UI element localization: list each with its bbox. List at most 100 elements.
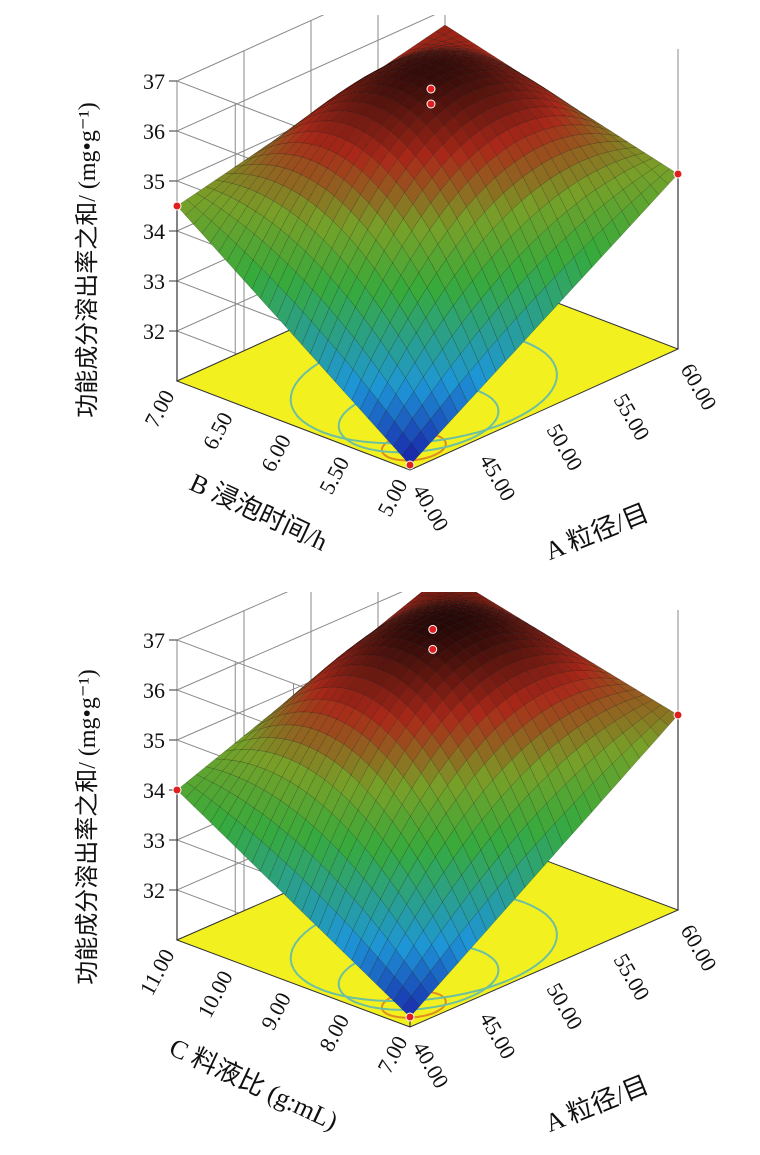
surface-cell xyxy=(346,637,365,651)
surface-cell xyxy=(276,711,296,726)
surface-cell xyxy=(576,741,595,767)
surface-cell xyxy=(370,71,389,80)
surface-cell xyxy=(382,262,402,293)
surface-cell xyxy=(384,613,404,624)
y-tick-label: 8.00 xyxy=(314,1010,354,1056)
surface-cell xyxy=(395,623,416,632)
surface-cell xyxy=(376,410,395,438)
surface-cell xyxy=(383,615,402,625)
surface-cell xyxy=(408,54,427,59)
surface-cell xyxy=(496,148,515,170)
z-axis-ticks: 32 33 34 35 36 37 xyxy=(143,628,177,903)
design-point xyxy=(428,624,438,634)
surface-plot-1: 32 33 34 35 36 37 40.00 45.00 50.00 55.00 60.00 5.0… xyxy=(0,15,760,575)
surface-cell xyxy=(305,678,325,693)
surface-cell xyxy=(276,142,296,155)
surface-cell xyxy=(559,713,579,735)
surface-cell xyxy=(471,113,490,131)
surface-cell xyxy=(193,793,212,815)
surface-cell xyxy=(243,259,262,290)
surface-cell xyxy=(414,347,434,378)
surface-cell xyxy=(429,771,448,800)
surface-cell xyxy=(483,84,503,96)
design-point xyxy=(428,644,438,654)
surface-cell xyxy=(615,157,635,173)
surface-cell xyxy=(549,719,569,742)
surface-cell xyxy=(211,786,230,808)
surface-cell xyxy=(386,181,405,208)
z-tick-label: 32 xyxy=(143,319,165,344)
surface-cell xyxy=(318,339,337,373)
surface-cell xyxy=(417,287,436,318)
surface-cell xyxy=(318,903,337,937)
surface-cell xyxy=(382,617,401,627)
surface-plot-2-svg: 32 33 34 35 36 37 40.00 45.00 50.00 55.00 60.00 7.0… xyxy=(74,592,722,1138)
surface-cell xyxy=(401,442,420,466)
y-axis-label: B 浸泡时间/h xyxy=(185,468,331,557)
surface-cell xyxy=(405,48,424,55)
surface-cell xyxy=(429,216,448,245)
z-tick-label: 34 xyxy=(143,778,165,803)
x-tick-label: 50.00 xyxy=(542,979,588,1034)
surface-cell xyxy=(553,125,573,139)
surface-cell xyxy=(369,164,389,188)
y-tick-label: 9.00 xyxy=(256,988,296,1034)
surface-cell xyxy=(529,757,549,786)
surface-cell xyxy=(445,246,465,277)
surface-cell xyxy=(244,807,264,835)
surface-cell xyxy=(390,679,409,699)
surface-cell xyxy=(444,828,464,859)
surface-cell xyxy=(397,618,417,625)
surface-cell xyxy=(489,669,508,688)
surface-cell xyxy=(411,605,430,612)
surface-cell xyxy=(354,632,374,645)
surface-cell xyxy=(326,349,345,383)
surface-cell xyxy=(535,833,554,867)
surface-cell xyxy=(491,796,510,828)
surface-cell xyxy=(301,320,320,355)
surface-cell xyxy=(540,726,559,750)
surface-cell xyxy=(375,646,395,658)
surface-cell xyxy=(375,618,394,631)
surface-cell xyxy=(344,898,363,931)
surface-cell xyxy=(226,819,246,848)
surface-cell xyxy=(385,766,404,794)
surface-cell xyxy=(541,705,561,727)
design-point xyxy=(172,201,182,211)
response-surface xyxy=(176,24,679,466)
surface-cell xyxy=(259,276,279,309)
surface-cell xyxy=(311,132,331,147)
surface-cell xyxy=(616,690,636,702)
surface-cell xyxy=(252,146,271,158)
surface-cell xyxy=(320,841,340,874)
surface-cell xyxy=(488,856,508,889)
surface-cell xyxy=(520,639,540,648)
surface-cell xyxy=(261,248,280,278)
x-tick-label: 55.00 xyxy=(609,949,655,1004)
surface-cell xyxy=(279,695,298,710)
surface-cell xyxy=(640,184,660,206)
surface-cell xyxy=(444,605,463,610)
surface-cell xyxy=(485,621,505,628)
surface-cell xyxy=(414,901,434,931)
surface-cell xyxy=(308,667,327,683)
surface-cell xyxy=(239,174,259,189)
surface-cell xyxy=(455,636,475,650)
z-tick-label: 35 xyxy=(143,169,165,194)
surface-cell xyxy=(354,694,373,714)
surface-cell xyxy=(429,631,449,644)
surface-cell xyxy=(234,826,254,856)
surface-cell xyxy=(406,595,426,605)
surface-cell xyxy=(305,798,324,828)
surface-cell xyxy=(333,656,352,670)
surface-cell xyxy=(339,801,359,831)
surface-cell xyxy=(359,389,379,420)
surface-cell xyxy=(277,263,297,295)
surface-cell xyxy=(439,626,459,638)
z-tick-label: 33 xyxy=(143,269,165,294)
surface-cell xyxy=(552,137,571,155)
surface-cell xyxy=(234,251,254,281)
surface-cell xyxy=(319,307,338,341)
surface-cell xyxy=(441,59,461,65)
surface-cell xyxy=(344,642,363,656)
